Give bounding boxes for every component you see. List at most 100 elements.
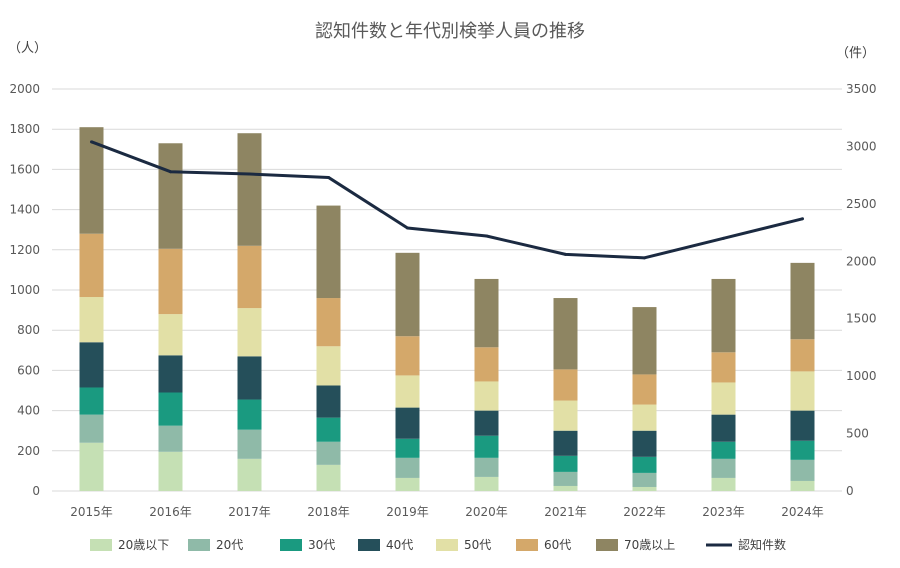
bar-segment xyxy=(395,457,420,478)
bar-segment xyxy=(395,252,420,337)
y-tick-right: 2500 xyxy=(846,197,877,211)
bar-segment xyxy=(316,346,341,386)
bar-segment xyxy=(553,471,578,486)
bar-segment xyxy=(237,399,262,430)
y-tick-right: 500 xyxy=(846,427,869,441)
y-tick-left: 1600 xyxy=(9,162,40,176)
bar-segment xyxy=(711,352,736,383)
line-point xyxy=(564,252,567,256)
y-tick-left: 200 xyxy=(17,444,40,458)
bar-segment xyxy=(316,417,341,442)
line-point xyxy=(801,217,804,221)
gridlines xyxy=(52,88,842,492)
bar-segment xyxy=(632,307,657,375)
bar-segment xyxy=(79,442,104,491)
y-tick-left: 2000 xyxy=(9,82,40,96)
bar-segment xyxy=(553,298,578,370)
bar-segment xyxy=(790,262,815,340)
bar-segment xyxy=(711,278,736,353)
line-point xyxy=(485,234,488,238)
bar-segment xyxy=(395,375,420,408)
bar-segment xyxy=(79,233,104,298)
bar-segment xyxy=(553,455,578,472)
y-tick-right: 3500 xyxy=(846,82,877,96)
bar-segment xyxy=(79,387,104,415)
bar-segment xyxy=(237,458,262,491)
bar-segment xyxy=(790,410,815,441)
legend-label: 50代 xyxy=(464,538,491,552)
legend-label: 30代 xyxy=(308,538,335,552)
line-point xyxy=(327,175,330,179)
bar-segment xyxy=(316,298,341,347)
bar-segment xyxy=(395,336,420,376)
bar-segment xyxy=(158,143,183,249)
legend-swatch xyxy=(436,539,458,551)
bar-segment xyxy=(395,407,420,439)
bar-segment xyxy=(237,429,262,459)
y-tick-left: 400 xyxy=(17,404,40,418)
bar-segment xyxy=(158,248,183,315)
bar-segment xyxy=(790,371,815,411)
legend-swatch xyxy=(90,539,112,551)
x-tick-label: 2021年 xyxy=(544,505,587,519)
x-tick-label: 2015年 xyxy=(70,505,113,519)
y-tick-left: 600 xyxy=(17,363,40,377)
line-series xyxy=(90,140,804,260)
x-tick-label: 2019年 xyxy=(386,505,429,519)
bar-segment xyxy=(395,438,420,458)
legend: 20歳以下 20代 30代 40代 50代 60代 70歳以上 認知件数 xyxy=(90,537,786,552)
line-point xyxy=(248,172,251,176)
line-series-path xyxy=(90,140,803,260)
y-tick-right: 2000 xyxy=(846,254,877,268)
legend-swatch xyxy=(280,539,302,551)
y-tick-left: 1400 xyxy=(9,203,40,217)
bar-segment xyxy=(395,477,420,491)
x-tick-label: 2017年 xyxy=(228,505,271,519)
bar-segment xyxy=(790,339,815,372)
legend-label: 70歳以上 xyxy=(624,538,675,552)
bar-segment xyxy=(553,369,578,401)
x-tick-label: 2024年 xyxy=(781,505,824,519)
bar-segment xyxy=(237,356,262,400)
x-tick-label: 2016年 xyxy=(149,505,192,519)
bar-segment xyxy=(237,308,262,357)
line-point xyxy=(90,140,93,144)
stacked-bars xyxy=(79,127,815,491)
bar-segment xyxy=(711,477,736,491)
bar-segment xyxy=(790,480,815,491)
x-tick-label: 2020年 xyxy=(465,505,508,519)
bar-segment xyxy=(79,342,104,388)
legend-swatch xyxy=(358,539,380,551)
bar-segment xyxy=(158,425,183,452)
bar-segment xyxy=(553,400,578,431)
bar-segment xyxy=(316,385,341,418)
bar-segment xyxy=(158,314,183,356)
y-tick-right: 0 xyxy=(846,484,854,498)
y-tick-left: 800 xyxy=(17,323,40,337)
line-point xyxy=(722,236,725,240)
bar-segment xyxy=(790,440,815,460)
bar-segment xyxy=(316,464,341,491)
line-point xyxy=(169,170,172,174)
y-tick-left: 1000 xyxy=(9,283,40,297)
bar-segment xyxy=(237,133,262,246)
y-tick-left: 1200 xyxy=(9,243,40,257)
bar-segment xyxy=(158,355,183,393)
y-tick-left: 0 xyxy=(32,484,40,498)
bar-segment xyxy=(632,472,657,487)
bar-segment xyxy=(632,430,657,457)
y-tick-right: 1500 xyxy=(846,312,877,326)
bar-segment xyxy=(553,485,578,491)
legend-label: 40代 xyxy=(386,538,413,552)
bar-segment xyxy=(474,347,499,382)
bar-segment xyxy=(711,382,736,415)
x-tick-label: 2022年 xyxy=(623,505,666,519)
bar-segment xyxy=(474,278,499,348)
bar-segment xyxy=(474,435,499,458)
bar-segment xyxy=(474,476,499,491)
y-axis-unit-right: （件） xyxy=(836,46,875,61)
bar-segment xyxy=(158,392,183,426)
bar-segment xyxy=(474,410,499,436)
